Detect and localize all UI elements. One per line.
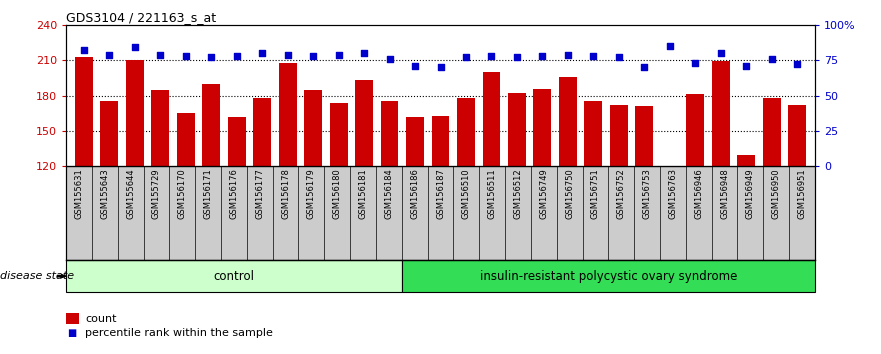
Point xyxy=(433,64,448,70)
Point xyxy=(255,50,270,56)
Text: ■: ■ xyxy=(68,329,77,338)
Bar xyxy=(584,102,603,308)
Bar xyxy=(457,98,475,308)
Point xyxy=(637,64,651,70)
Text: GSM156170: GSM156170 xyxy=(178,168,187,219)
Point xyxy=(790,62,804,67)
Text: GSM156181: GSM156181 xyxy=(359,168,367,219)
Point xyxy=(102,52,116,57)
Point xyxy=(536,53,550,59)
Point xyxy=(561,52,575,57)
Bar xyxy=(432,116,449,308)
Bar xyxy=(534,88,552,308)
Text: GSM156946: GSM156946 xyxy=(694,168,703,219)
Text: GSM156752: GSM156752 xyxy=(617,168,626,219)
Point xyxy=(281,52,295,57)
Text: GSM156751: GSM156751 xyxy=(591,168,600,219)
Text: GSM156171: GSM156171 xyxy=(204,168,212,219)
Text: GSM156750: GSM156750 xyxy=(565,168,574,219)
Point xyxy=(611,55,626,60)
Point xyxy=(485,53,499,59)
Point xyxy=(331,52,345,57)
Text: GSM156178: GSM156178 xyxy=(281,168,290,219)
Text: GDS3104 / 221163_s_at: GDS3104 / 221163_s_at xyxy=(66,11,216,24)
Bar xyxy=(610,105,627,308)
Point xyxy=(739,63,753,69)
Bar xyxy=(228,117,246,308)
Text: GSM156176: GSM156176 xyxy=(229,168,239,219)
Bar xyxy=(686,95,704,308)
Bar xyxy=(304,90,322,308)
Text: GSM156186: GSM156186 xyxy=(411,168,419,219)
Bar xyxy=(278,63,297,308)
Bar xyxy=(75,57,93,308)
Bar xyxy=(254,98,271,308)
Bar xyxy=(763,98,781,308)
Bar xyxy=(788,105,806,308)
Text: GSM156511: GSM156511 xyxy=(488,168,497,219)
Bar xyxy=(712,61,729,308)
Point xyxy=(765,56,779,62)
Text: GSM156180: GSM156180 xyxy=(333,168,342,219)
Bar xyxy=(203,84,220,308)
Bar xyxy=(406,117,424,308)
Text: GSM156512: GSM156512 xyxy=(514,168,522,219)
Text: GSM156951: GSM156951 xyxy=(797,168,806,219)
Text: GSM156763: GSM156763 xyxy=(669,168,677,219)
Point xyxy=(306,53,320,59)
Point xyxy=(382,56,396,62)
Bar xyxy=(100,102,118,308)
Point xyxy=(179,53,193,59)
Bar xyxy=(559,77,577,308)
Point xyxy=(586,53,600,59)
Text: GSM156948: GSM156948 xyxy=(720,168,729,219)
Text: GSM156184: GSM156184 xyxy=(384,168,393,219)
Bar xyxy=(152,90,169,308)
Text: GSM155644: GSM155644 xyxy=(126,168,135,219)
Text: percentile rank within the sample: percentile rank within the sample xyxy=(85,329,273,338)
Text: GSM156753: GSM156753 xyxy=(642,168,652,219)
Text: GSM156177: GSM156177 xyxy=(255,168,264,219)
Bar xyxy=(355,80,373,308)
Bar xyxy=(661,169,678,308)
Point xyxy=(357,50,371,56)
Point xyxy=(153,52,167,57)
Text: GSM156187: GSM156187 xyxy=(436,168,445,219)
Point xyxy=(230,53,244,59)
Text: GSM156179: GSM156179 xyxy=(307,168,316,219)
Bar xyxy=(329,103,347,308)
Bar xyxy=(381,102,398,308)
Text: insulin-resistant polycystic ovary syndrome: insulin-resistant polycystic ovary syndr… xyxy=(479,270,737,282)
Bar xyxy=(483,72,500,308)
Text: GSM155631: GSM155631 xyxy=(75,168,84,219)
Text: GSM156510: GSM156510 xyxy=(462,168,470,219)
Point xyxy=(714,50,728,56)
Point xyxy=(204,55,218,60)
Point xyxy=(663,43,677,49)
Text: control: control xyxy=(213,270,255,282)
Bar xyxy=(508,93,526,308)
Point xyxy=(408,63,422,69)
Point xyxy=(128,45,142,50)
Point xyxy=(510,55,524,60)
Bar xyxy=(635,106,653,308)
Text: GSM156949: GSM156949 xyxy=(746,168,755,219)
Bar xyxy=(126,60,144,308)
Point xyxy=(688,60,702,66)
Point xyxy=(77,47,91,53)
Text: GSM156749: GSM156749 xyxy=(539,168,548,219)
Text: count: count xyxy=(85,314,117,324)
Text: GSM155729: GSM155729 xyxy=(152,168,161,219)
Point xyxy=(459,55,473,60)
Bar xyxy=(177,113,195,308)
Text: GSM155643: GSM155643 xyxy=(100,168,109,219)
Text: GSM156950: GSM156950 xyxy=(772,168,781,219)
Bar xyxy=(737,155,755,308)
Text: disease state: disease state xyxy=(0,271,74,281)
